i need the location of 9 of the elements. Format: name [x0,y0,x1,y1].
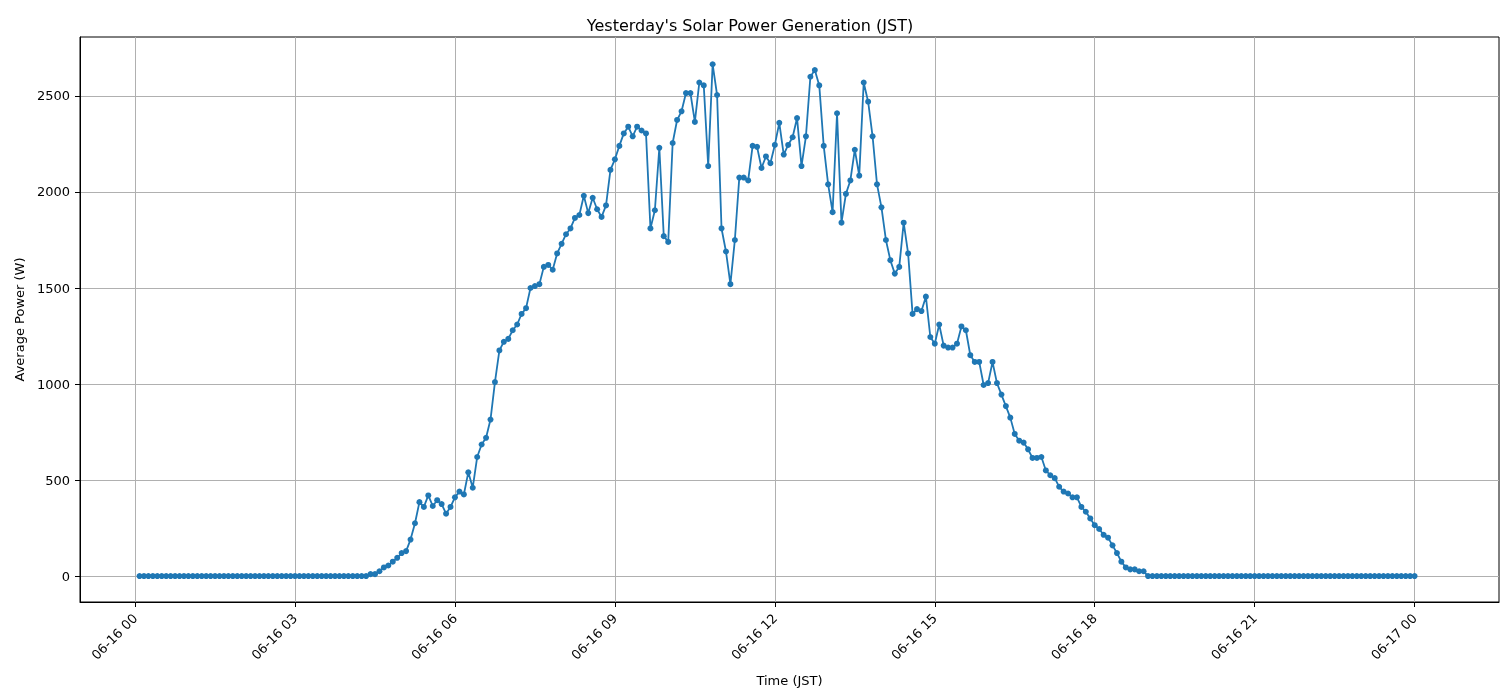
y-tick-label: 2500 [36,88,70,104]
y-tick-label: 0 [61,568,70,584]
y-tick-label: 1500 [36,280,70,296]
y-axis-title: Average Power (W) [12,257,28,382]
y-tick-label: 500 [45,472,70,488]
chart-title: Yesterday's Solar Power Generation (JST) [585,15,914,35]
y-tick-label: 2000 [36,184,70,200]
y-tick-label: 1000 [36,376,70,392]
x-axis-title: Time (JST) [755,673,823,688]
